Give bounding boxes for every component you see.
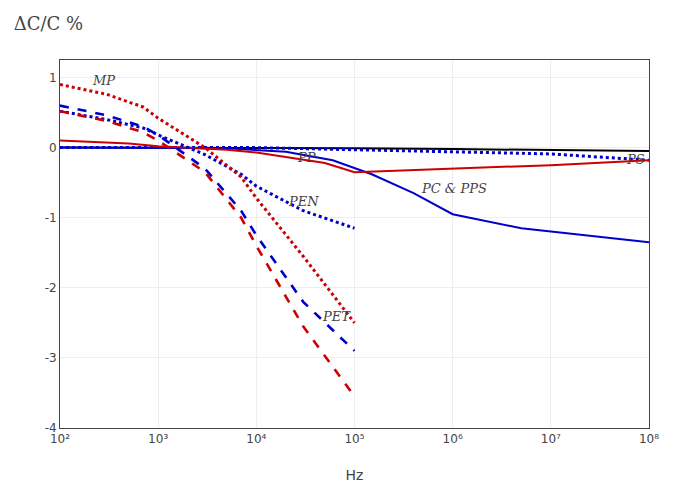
svg-text:PS: PS (626, 152, 645, 167)
svg-text:1: 1 (49, 71, 57, 85)
svg-text:PEN: PEN (288, 194, 319, 209)
svg-text:10⁶: 10⁶ (443, 432, 463, 446)
svg-text:-3: -3 (45, 351, 57, 365)
svg-text:10⁷: 10⁷ (541, 432, 561, 446)
svg-text:-4: -4 (45, 421, 57, 435)
svg-text:ΔC/C %: ΔC/C % (14, 13, 83, 34)
svg-text:10²: 10² (50, 432, 70, 446)
svg-text:-1: -1 (45, 211, 57, 225)
svg-text:10³: 10³ (148, 432, 168, 446)
svg-text:Hz: Hz (346, 467, 364, 483)
svg-text:PC & PPS: PC & PPS (421, 181, 487, 196)
svg-text:PP: PP (297, 150, 316, 165)
svg-text:10⁵: 10⁵ (344, 432, 364, 446)
svg-text:10⁸: 10⁸ (639, 432, 659, 446)
svg-text:MP: MP (92, 73, 115, 88)
svg-text:0: 0 (49, 141, 57, 155)
svg-text:10⁴: 10⁴ (246, 432, 266, 446)
svg-text:-2: -2 (45, 281, 57, 295)
svg-text:PET: PET (322, 309, 351, 324)
